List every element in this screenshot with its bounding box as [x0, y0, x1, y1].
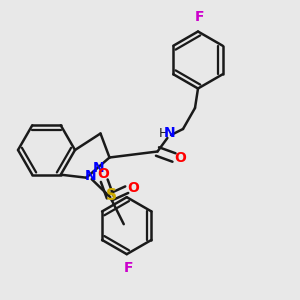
Text: O: O: [97, 167, 109, 181]
Text: O: O: [174, 151, 186, 164]
Text: F: F: [124, 261, 133, 275]
Text: H: H: [159, 127, 168, 140]
Text: N: N: [93, 161, 105, 175]
Text: S: S: [106, 188, 117, 203]
Text: O: O: [128, 181, 139, 195]
Text: N: N: [85, 169, 97, 183]
Text: N: N: [164, 127, 175, 140]
Text: F: F: [195, 10, 204, 24]
